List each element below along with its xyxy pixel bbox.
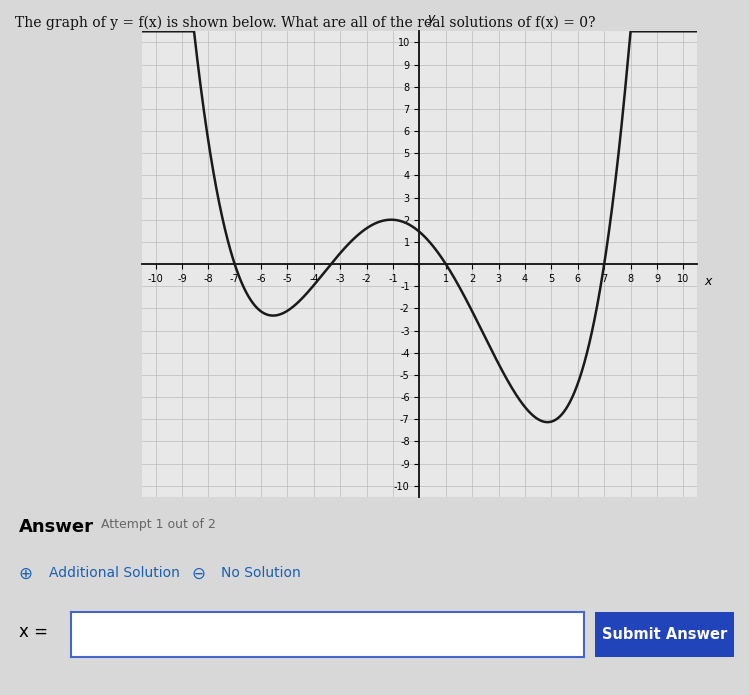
Text: y: y — [428, 12, 434, 24]
Text: ⊕: ⊕ — [19, 564, 33, 582]
Text: No Solution: No Solution — [221, 566, 300, 580]
Text: Submit Answer: Submit Answer — [602, 627, 727, 641]
Text: x =: x = — [19, 623, 48, 641]
Text: The graph of y = f(x) is shown below. What are all of the real solutions of f(x): The graph of y = f(x) is shown below. Wh… — [15, 15, 595, 30]
Text: Additional Solution: Additional Solution — [49, 566, 180, 580]
Text: x: x — [705, 275, 712, 288]
Text: ⊖: ⊖ — [191, 564, 205, 582]
Text: Answer: Answer — [19, 518, 94, 536]
Text: Attempt 1 out of 2: Attempt 1 out of 2 — [101, 518, 216, 531]
